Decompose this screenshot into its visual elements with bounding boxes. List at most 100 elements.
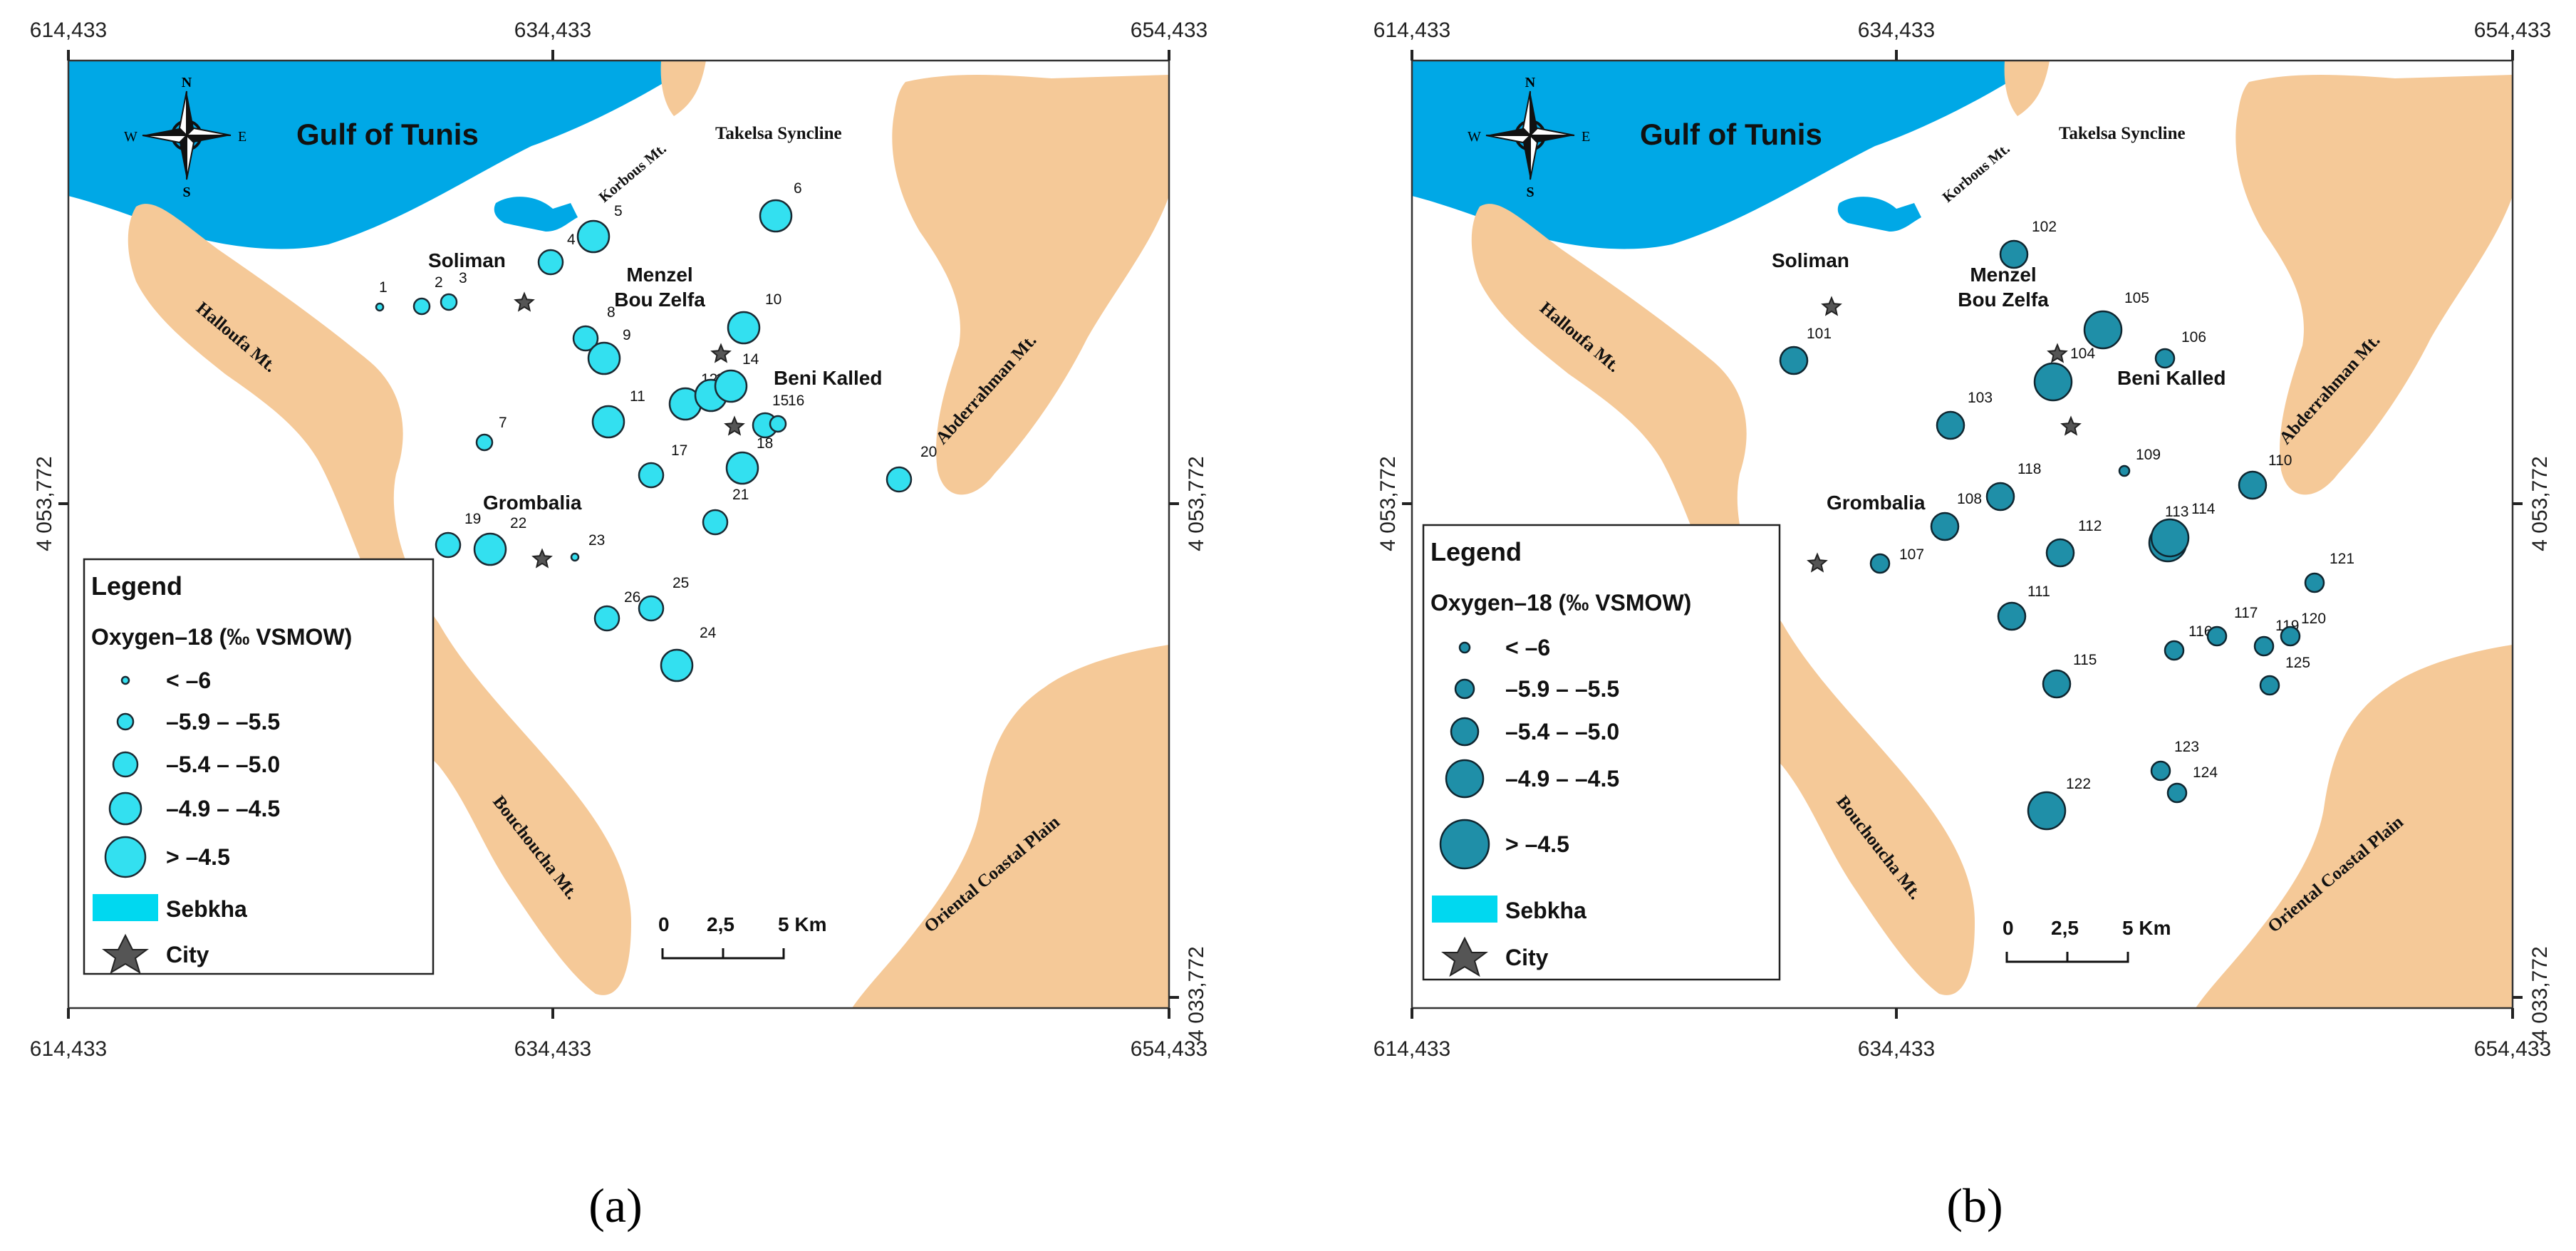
legend-symbol-3 — [108, 791, 142, 826]
y-label-bottom: 4 033,772 — [1185, 946, 1208, 1041]
sample-point-104 — [2033, 362, 2073, 402]
x-label-right-bottom: 654,433 — [1131, 1037, 1208, 1061]
beni-kalled-label: Beni Kalled — [2117, 367, 2226, 389]
korbous-label: Korbous Mt. — [1939, 140, 2013, 206]
legend-city: City — [1505, 945, 1549, 970]
sample-label-10: 10 — [765, 291, 781, 308]
panel-a-compass-icon: N S E W — [124, 75, 246, 200]
legend-symbol-2 — [112, 751, 139, 778]
sample-label-112: 112 — [2078, 518, 2102, 534]
grombalia-label: Grombalia — [1827, 492, 1926, 514]
sample-label-103: 103 — [1968, 390, 1993, 406]
sample-label-20: 20 — [920, 444, 937, 460]
legend-sebkha: Sebkha — [1505, 898, 1586, 923]
sample-label-3: 3 — [459, 270, 467, 286]
legend-class-4: > –4.5 — [1505, 831, 1569, 857]
beni-kalled-label: Beni Kalled — [774, 367, 882, 389]
scale-5km: 5 Km — [2122, 917, 2171, 939]
sample-label-109: 109 — [2136, 447, 2161, 463]
panel-b-scale-bar: 0 2,5 5 Km — [2003, 917, 2171, 963]
legend-class-2: –5.4 – –5.0 — [1505, 719, 1619, 744]
y-label-right: 4 053,772 — [2528, 456, 2552, 551]
sample-point-19 — [435, 531, 462, 559]
y-label-bottom: 4 033,772 — [2528, 946, 2552, 1041]
sample-label-15: 15 — [772, 393, 789, 409]
city-icon — [1807, 552, 1828, 573]
sample-label-7: 7 — [499, 415, 507, 431]
sample-label-108: 108 — [1957, 491, 1982, 507]
sample-point-1 — [375, 302, 385, 312]
korbous-label: Korbous Mt. — [596, 140, 670, 206]
legend-variable: Oxygen–18 (‰ VSMOW) — [1430, 590, 1691, 616]
city-icon — [1821, 296, 1842, 316]
sample-label-17: 17 — [671, 442, 687, 459]
legend-symbol-0 — [1458, 641, 1471, 654]
sample-point-3 — [440, 293, 458, 311]
legend-symbol-0 — [120, 675, 130, 685]
sample-label-106: 106 — [2181, 329, 2206, 346]
sample-point-115 — [2042, 669, 2072, 699]
sample-label-22: 22 — [510, 515, 526, 531]
sample-label-110: 110 — [2268, 452, 2292, 469]
sample-point-106 — [2154, 348, 2176, 369]
sample-point-21 — [702, 509, 729, 536]
sample-point-8 — [572, 325, 599, 352]
sample-point-120 — [2280, 626, 2301, 647]
x-label-left: 614,433 — [30, 19, 107, 42]
sample-point-123 — [2150, 760, 2171, 782]
legend-symbol-4 — [1439, 819, 1490, 870]
legend-class-1: –5.9 – –5.5 — [166, 709, 280, 734]
sample-label-113: 113 — [2165, 504, 2188, 520]
compass-n: N — [1525, 75, 1536, 90]
sample-label-101: 101 — [1807, 326, 1832, 342]
legend-class-3: –4.9 – –4.5 — [1505, 766, 1619, 791]
x-label-right: 654,433 — [1131, 19, 1208, 42]
sample-label-6: 6 — [794, 180, 802, 197]
sample-point-108 — [1930, 512, 1960, 541]
sample-point-2 — [412, 297, 431, 316]
sample-point-111 — [1997, 601, 2027, 631]
compass-e: E — [238, 129, 246, 145]
x-label-left: 614,433 — [1373, 19, 1450, 42]
sample-point-109 — [2118, 464, 2131, 477]
x-label-mid: 634,433 — [514, 19, 591, 42]
sample-label-123: 123 — [2174, 739, 2199, 755]
compass-n: N — [182, 75, 192, 90]
sample-label-14: 14 — [742, 351, 759, 368]
sample-label-114: 114 — [2191, 501, 2216, 517]
y-label-left: 4 053,772 — [1376, 456, 1400, 551]
sample-label-9: 9 — [623, 327, 631, 343]
x-label-mid-bottom: 634,433 — [514, 1037, 591, 1061]
panel-b-legend: Legend Oxygen–18 (‰ VSMOW) < –6 –5.9 – –5… — [1422, 524, 1781, 981]
sample-point-17 — [638, 462, 665, 489]
city-icon — [2047, 343, 2068, 363]
sample-point-101 — [1779, 346, 1809, 375]
legend-class-1: –5.9 – –5.5 — [1505, 676, 1619, 702]
sample-point-16 — [769, 415, 787, 433]
sample-point-114 — [2150, 518, 2190, 558]
sample-label-25: 25 — [672, 575, 689, 591]
city-icon — [2060, 415, 2082, 436]
menzel-label: Menzel — [1970, 264, 2036, 286]
panel-b-frame — [1411, 59, 2514, 1009]
sample-label-23: 23 — [588, 532, 605, 549]
bou-zelfa-label: Bou Zelfa — [1958, 289, 2049, 311]
sample-label-111: 111 — [2027, 583, 2050, 600]
gulf-label: Gulf of Tunis — [1640, 118, 1822, 151]
sample-label-125: 125 — [2285, 655, 2310, 671]
sample-label-8: 8 — [607, 304, 616, 321]
legend-class-2: –5.4 – –5.0 — [166, 752, 280, 777]
sample-point-110 — [2238, 470, 2268, 500]
sample-point-107 — [1869, 553, 1891, 574]
sample-label-107: 107 — [1899, 546, 1924, 563]
city-icon — [710, 343, 732, 363]
takelsa-label: Takelsa Syncline — [715, 124, 842, 143]
soliman-label: Soliman — [1772, 249, 1849, 271]
sample-point-102 — [1999, 239, 2029, 269]
sample-point-20 — [886, 466, 913, 493]
sample-label-21: 21 — [732, 487, 749, 503]
sample-label-118: 118 — [2017, 461, 2041, 477]
